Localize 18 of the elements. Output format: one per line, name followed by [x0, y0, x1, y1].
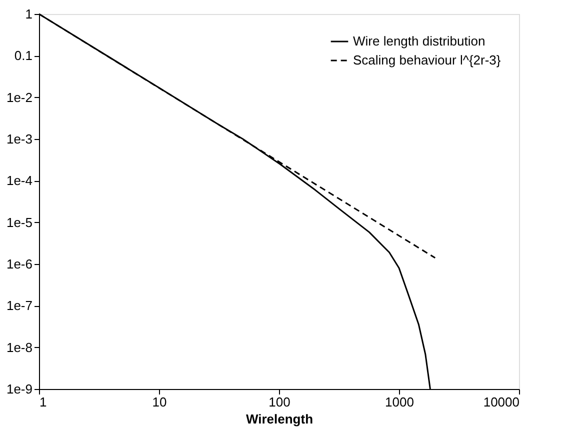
y-tick-label: 1e-5: [6, 214, 32, 230]
y-tick-label: 1: [25, 6, 32, 22]
y-tick-label: 1e-9: [6, 382, 32, 396]
y-tick-label: 1e-3: [6, 132, 32, 146]
x-axis-title: Wirelength: [246, 412, 314, 426]
y-tick-label: 1e-6: [6, 256, 32, 272]
legend-label: Wire length distribution: [353, 34, 486, 48]
x-tick-label: 10: [152, 394, 167, 410]
y-tick-label: 1e-4: [6, 173, 32, 188]
x-tick-label: 1: [40, 394, 47, 410]
y-tick-label: 1e-8: [6, 340, 32, 355]
legend-label: Scaling behaviour l^{2r-3}: [353, 52, 502, 68]
y-tick-label: 1e-7: [6, 298, 32, 314]
x-tick-label: 10000: [483, 394, 520, 410]
y-tick-label: 0.1: [14, 48, 32, 64]
x-tick-label: 1000: [385, 394, 414, 410]
y-tick-label: 1e-2: [6, 90, 32, 105]
x-tick-label: 100: [268, 394, 290, 410]
